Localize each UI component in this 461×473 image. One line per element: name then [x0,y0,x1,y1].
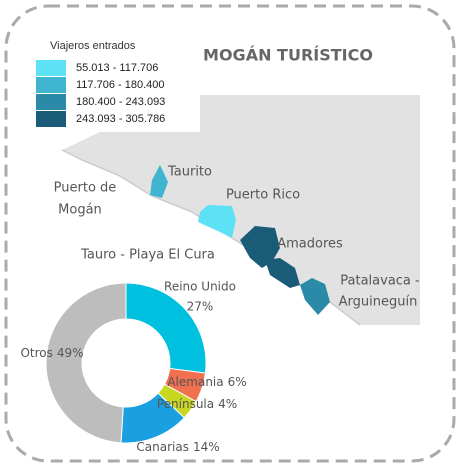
place-label: Taurito [167,165,212,180]
legend-label: 55.013 - 117.706 [76,62,158,74]
legend-title: Viajeros entrados [50,40,136,52]
land [62,95,420,325]
place-label: Amadores [277,237,343,252]
donut-segment [45,282,127,444]
donut-value: 49% [57,346,84,360]
legend-swatch [36,77,66,93]
place-label: Arguineguín [339,295,418,310]
donut-segment [125,282,207,374]
region-taurito [150,165,168,198]
donut-value: 27% [187,300,214,314]
place-label: Tauro - Playa El Cura [80,248,215,263]
legend-swatch [36,94,66,110]
donut-category: Reino Unido [164,280,236,294]
region-puerto-rico [198,205,236,238]
place-label: Mogán [58,203,102,218]
title: MOGÁN TURÍSTICO [203,46,373,65]
legend-swatch [36,60,66,76]
legend-swatch [36,111,66,127]
place-label: Patalavaca - [340,274,420,289]
region-amadores [240,226,280,268]
donut-label: Otros 49% [20,346,83,360]
region-tauro [265,258,300,288]
donut-value: 6% [228,375,247,389]
region-patalavaca [300,278,330,315]
donut-value: 4% [218,397,237,411]
dashed-frame [4,4,456,463]
place-label: Puerto Rico [226,188,300,203]
legend-label: 243.093 - 305.786 [76,113,165,125]
place-label: Puerto de [54,181,117,196]
donut-label: Alemania 6% [167,375,246,389]
donut-category: Península [157,397,214,411]
donut-label: Canarias 14% [136,440,219,454]
donut-label: Península 4% [157,397,237,411]
donut-value: 14% [193,440,220,454]
donut-category: Canarias [136,440,189,454]
legend-label: 117.706 - 180.400 [76,79,164,91]
donut-category: Alemania [167,375,223,389]
donut-category: Otros [20,346,52,360]
legend-label: 180.400 - 243.093 [76,96,165,108]
